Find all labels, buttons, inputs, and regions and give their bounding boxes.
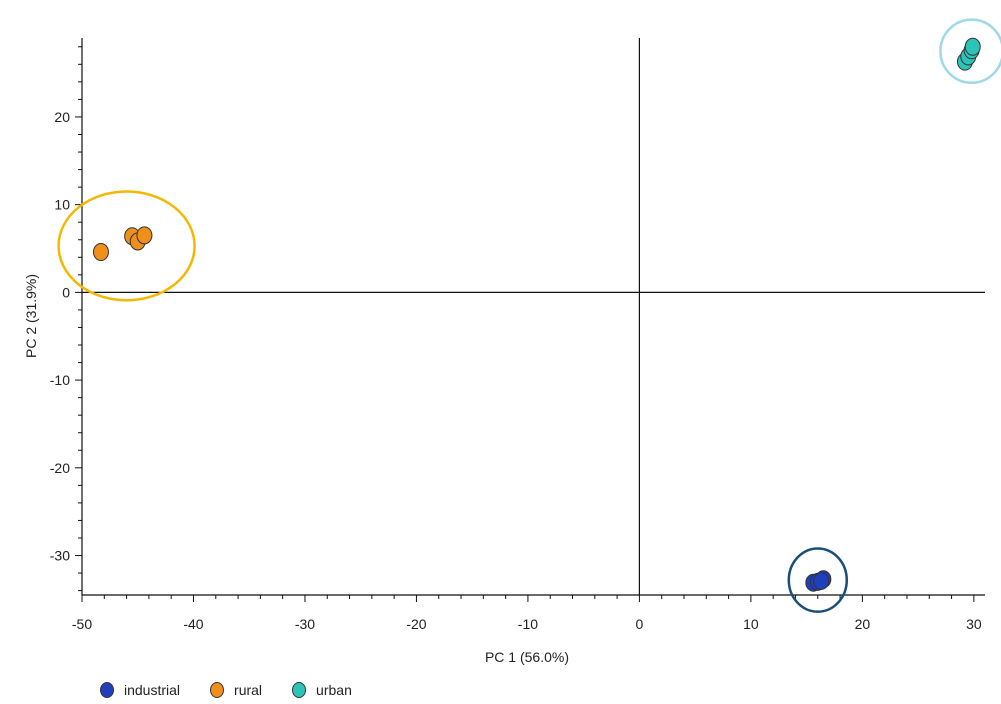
- pca-scatter-plot: -50 -40 -30 -20 -10 0 10 20 30 20 10 0 -10 -20 -30 PC …: [23, 18, 1001, 665]
- y-tick-label: 20: [54, 109, 70, 125]
- cluster-ellipse-urban: [939, 18, 1001, 84]
- point-industrial: [813, 571, 830, 590]
- legend-marker-rural: [210, 682, 225, 698]
- reference-lines: [82, 38, 985, 595]
- cluster-ellipses: [57, 18, 1001, 613]
- y-tick-label: 10: [54, 197, 70, 213]
- y-tick-label: 0: [62, 284, 70, 300]
- legend: industrial rural urban: [100, 680, 382, 700]
- x-tick-label: 10: [743, 616, 759, 632]
- x-tick-label: 30: [966, 616, 982, 632]
- legend-item-rural: rural: [210, 682, 262, 698]
- x-tick-label: -30: [295, 616, 315, 632]
- x-tick-label: -10: [518, 616, 538, 632]
- cluster-ellipse-industrial: [787, 547, 849, 613]
- legend-marker-industrial: [100, 682, 114, 698]
- legend-label-urban: urban: [316, 682, 352, 698]
- x-axis-title: PC 1 (56.0%): [485, 649, 569, 665]
- y-tick-label: -30: [50, 548, 70, 564]
- x-tick-label: -40: [183, 616, 203, 632]
- x-tick-label: 20: [855, 616, 871, 632]
- x-tick-label: -20: [406, 616, 426, 632]
- legend-label-rural: rural: [234, 682, 263, 698]
- point-rural: [136, 226, 153, 245]
- y-axis-title: PC 2 (31.9%): [23, 274, 39, 358]
- y-tick-label: -10: [50, 372, 70, 388]
- x-tick-label: -50: [72, 616, 92, 632]
- data-points: [92, 37, 981, 592]
- y-tick-label: -20: [50, 460, 70, 476]
- point-rural: [92, 243, 109, 262]
- x-tick-label: 0: [636, 616, 644, 632]
- legend-label-industrial: industrial: [124, 682, 181, 698]
- legend-item-urban: urban: [292, 682, 352, 698]
- cluster-ellipse-rural: [57, 190, 196, 302]
- point-urban: [964, 37, 981, 56]
- legend-marker-urban: [292, 682, 307, 698]
- axes: -50 -40 -30 -20 -10 0 10 20 30 20 10 0 -10 -20 -30: [50, 38, 985, 632]
- legend-item-industrial: industrial: [100, 682, 180, 698]
